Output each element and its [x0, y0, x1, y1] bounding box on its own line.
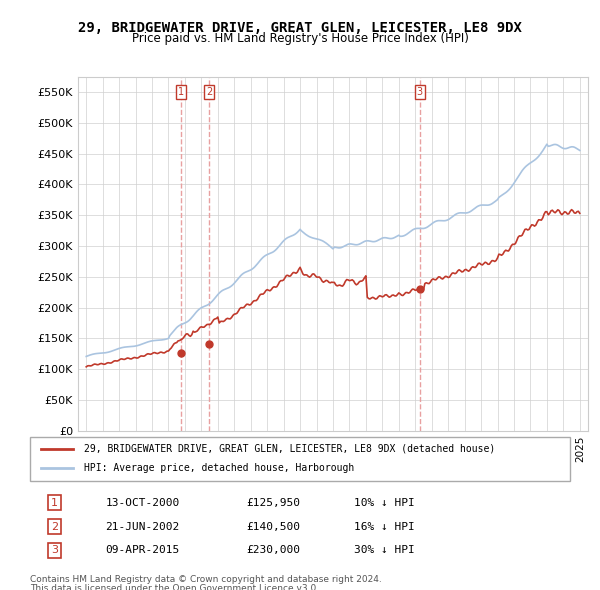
Text: 16% ↓ HPI: 16% ↓ HPI — [354, 522, 415, 532]
Text: £125,950: £125,950 — [246, 498, 300, 507]
Text: 30% ↓ HPI: 30% ↓ HPI — [354, 546, 415, 555]
Text: HPI: Average price, detached house, Harborough: HPI: Average price, detached house, Harb… — [84, 464, 354, 473]
FancyBboxPatch shape — [30, 437, 570, 481]
Text: £230,000: £230,000 — [246, 546, 300, 555]
Text: 09-APR-2015: 09-APR-2015 — [106, 546, 180, 555]
Text: 3: 3 — [416, 87, 423, 97]
Text: 3: 3 — [51, 546, 58, 555]
Text: 1: 1 — [178, 87, 185, 97]
Text: 29, BRIDGEWATER DRIVE, GREAT GLEN, LEICESTER, LE8 9DX (detached house): 29, BRIDGEWATER DRIVE, GREAT GLEN, LEICE… — [84, 444, 495, 454]
Text: 13-OCT-2000: 13-OCT-2000 — [106, 498, 180, 507]
Text: 21-JUN-2002: 21-JUN-2002 — [106, 522, 180, 532]
Text: This data is licensed under the Open Government Licence v3.0.: This data is licensed under the Open Gov… — [30, 584, 319, 590]
Text: Contains HM Land Registry data © Crown copyright and database right 2024.: Contains HM Land Registry data © Crown c… — [30, 575, 382, 584]
Text: £140,500: £140,500 — [246, 522, 300, 532]
Text: 2: 2 — [51, 522, 58, 532]
Text: 1: 1 — [51, 498, 58, 507]
Text: 2: 2 — [206, 87, 212, 97]
Text: 10% ↓ HPI: 10% ↓ HPI — [354, 498, 415, 507]
Text: 29, BRIDGEWATER DRIVE, GREAT GLEN, LEICESTER, LE8 9DX: 29, BRIDGEWATER DRIVE, GREAT GLEN, LEICE… — [78, 21, 522, 35]
Text: Price paid vs. HM Land Registry's House Price Index (HPI): Price paid vs. HM Land Registry's House … — [131, 32, 469, 45]
